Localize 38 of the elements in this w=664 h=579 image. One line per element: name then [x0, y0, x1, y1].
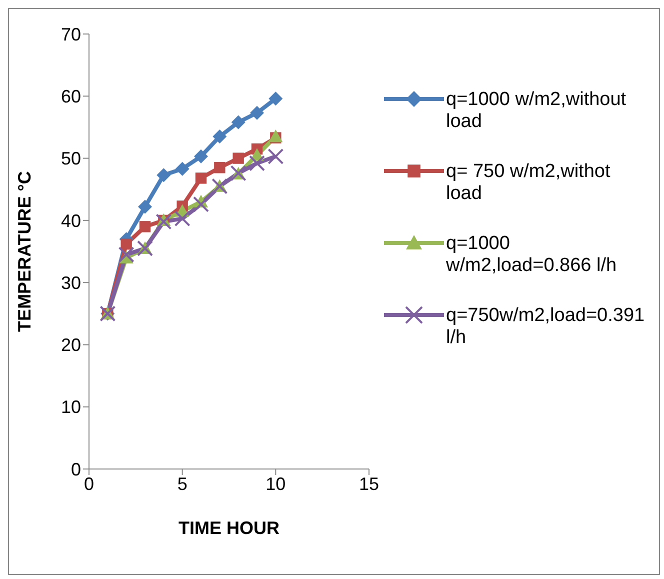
point [120, 238, 132, 250]
point [194, 149, 208, 164]
legend-label: q=750w/m2,load=0.391 l/h [446, 305, 646, 349]
point [138, 200, 152, 214]
point [268, 148, 284, 164]
point [139, 221, 151, 232]
point [268, 92, 283, 106]
point [118, 246, 134, 263]
point [232, 152, 244, 164]
point [231, 115, 246, 130]
point [249, 155, 265, 172]
y-tick-label: 30 [60, 272, 81, 293]
point [193, 196, 209, 212]
y-tick-label: 40 [60, 210, 81, 231]
point [268, 130, 283, 142]
x-tick-label: 15 [358, 474, 380, 494]
legend-label: q=1000 w/m2,load=0.866 l/h [446, 233, 618, 277]
legend-label: q= 750 w/m2,withot load [446, 161, 612, 205]
y-tick-label: 20 [60, 335, 81, 356]
x-axis-title: TIME HOUR [178, 518, 280, 538]
y-tick-label: 50 [60, 148, 81, 169]
point [156, 168, 171, 182]
y-tick-label: 0 [70, 459, 81, 480]
point [250, 106, 264, 120]
point [174, 210, 190, 227]
x-tick-label: 0 [84, 474, 94, 494]
point [156, 214, 172, 230]
y-tick-label: 70 [60, 24, 81, 44]
legend-label: q=1000 w/m2,without load [446, 89, 628, 133]
y-tick-label: 60 [60, 86, 81, 107]
point [175, 162, 190, 176]
point [214, 162, 226, 174]
y-tick-label: 10 [60, 397, 81, 418]
point [212, 130, 227, 144]
y-axis-title: TEMPERATURE °C [14, 171, 34, 332]
x-tick-label: 10 [266, 474, 286, 494]
point [195, 172, 207, 184]
x-tick-label: 5 [177, 474, 188, 494]
